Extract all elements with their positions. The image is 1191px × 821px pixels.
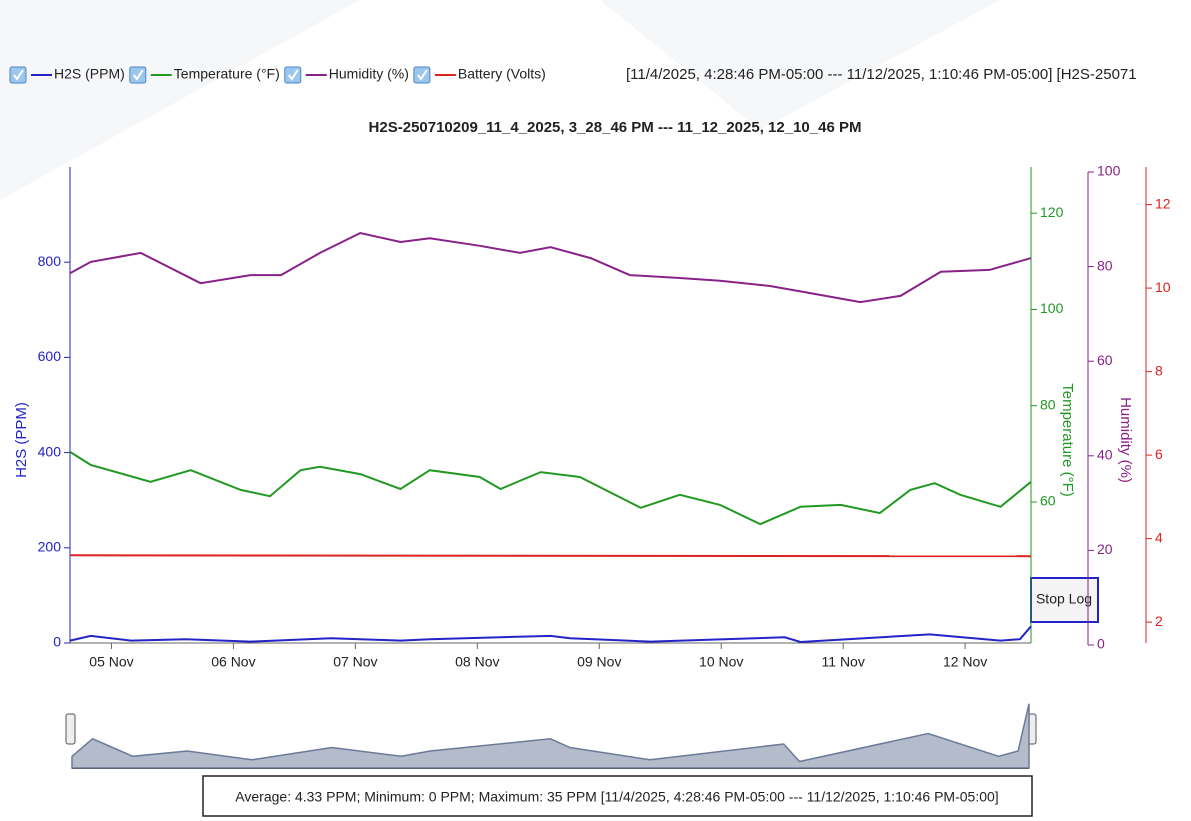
tick-label: 12 bbox=[1155, 195, 1171, 211]
tick-label: 2 bbox=[1155, 613, 1163, 629]
legend-check bbox=[13, 69, 24, 81]
tick-label: 4 bbox=[1155, 529, 1163, 545]
y3-axis-label: Humidity (%) bbox=[1117, 397, 1134, 483]
tick-label: 10 bbox=[1155, 279, 1171, 295]
tick-label: 20 bbox=[1097, 541, 1113, 557]
tick-label: 80 bbox=[1097, 257, 1113, 273]
tick-label: 0 bbox=[1097, 636, 1105, 652]
x-tick-label: 12 Nov bbox=[943, 654, 987, 670]
series-line bbox=[69, 554, 1032, 558]
tick-label: 200 bbox=[38, 539, 62, 555]
x-tick-label: 11 Nov bbox=[822, 654, 865, 670]
legend-check bbox=[287, 69, 299, 81]
tick-label: 800 bbox=[38, 253, 62, 269]
stats-box bbox=[202, 775, 1033, 817]
tick-label: 100 bbox=[1097, 163, 1121, 179]
stats-text: Average: 4.33 PPM; Minimum: 0 PPM; Maxim… bbox=[235, 789, 998, 805]
button-frame[interactable] bbox=[1030, 577, 1099, 623]
tick-label: 80 bbox=[1040, 396, 1056, 412]
legend-label: H2S (PPM) bbox=[54, 66, 125, 82]
series-line bbox=[69, 451, 1032, 526]
stop-log-button[interactable]: Stop Log bbox=[1030, 577, 1099, 623]
x-tick-label: 09 Nov bbox=[577, 654, 621, 670]
tick-label: 0 bbox=[53, 634, 61, 650]
series-line bbox=[69, 231, 1032, 304]
range-text: [11/4/2025, 4:28:46 PM-05:00 --- 11/12/2… bbox=[626, 66, 1137, 83]
legend-checkbox bbox=[9, 66, 27, 84]
legend-checkbox bbox=[284, 66, 302, 84]
legend-label: Humidity (%) bbox=[329, 66, 409, 82]
tick-label: 60 bbox=[1097, 352, 1113, 368]
tick-label: 100 bbox=[1040, 300, 1064, 316]
background-shape bbox=[0, 0, 360, 200]
tick-label: 400 bbox=[38, 443, 62, 459]
legend-checkbox bbox=[129, 66, 147, 84]
tick-label: 60 bbox=[1040, 493, 1056, 509]
tick-label: 40 bbox=[1097, 447, 1113, 463]
x-tick-label: 06 Nov bbox=[211, 654, 255, 670]
tick-label: 120 bbox=[1040, 204, 1064, 220]
background-shape bbox=[600, 0, 1000, 130]
legend-checkbox bbox=[413, 66, 431, 84]
navigator-area bbox=[71, 703, 1030, 769]
y-axis-label: H2S (PPM) bbox=[13, 402, 30, 478]
legend-label: Temperature (°F) bbox=[174, 66, 280, 82]
tick-label: 8 bbox=[1155, 362, 1163, 378]
y2-axis-label: Temperature (°F) bbox=[1059, 383, 1076, 497]
x-tick-label: 10 Nov bbox=[699, 654, 743, 670]
legend-check bbox=[132, 69, 144, 81]
series-line bbox=[69, 625, 1032, 644]
legend-check bbox=[417, 69, 428, 81]
tick-label: 600 bbox=[38, 348, 62, 364]
button-label[interactable]: Stop Log bbox=[1036, 591, 1092, 607]
x-tick-label: 05 Nov bbox=[89, 654, 133, 670]
chart-title: H2S-250710209_11_4_2025, 3_28_46 PM --- … bbox=[369, 119, 862, 136]
tick-label: 6 bbox=[1155, 446, 1163, 462]
x-tick-label: 08 Nov bbox=[455, 654, 499, 670]
legend-label: Battery (Volts) bbox=[458, 66, 546, 82]
x-tick-label: 07 Nov bbox=[333, 654, 377, 670]
navigator-handle[interactable] bbox=[65, 713, 76, 745]
